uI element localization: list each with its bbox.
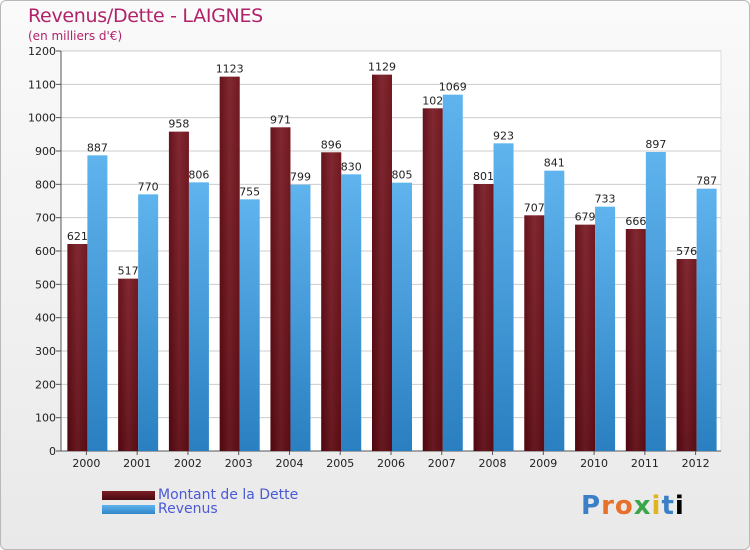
- bar-dette-shade: [676, 259, 697, 451]
- data-label-revenus: 805: [392, 169, 413, 182]
- y-tick-label: 1200: [28, 45, 56, 58]
- logo-letter: P: [581, 491, 602, 521]
- y-tick-label: 500: [35, 278, 56, 291]
- data-label-dette: 576: [676, 245, 697, 258]
- bar-dette-shade: [575, 224, 596, 451]
- data-label-revenus: 887: [87, 141, 108, 154]
- bar-dette-shade: [168, 131, 189, 451]
- data-label-dette: 666: [625, 215, 646, 228]
- data-label-revenus: 830: [341, 160, 362, 173]
- x-tick-label: 2010: [580, 457, 608, 470]
- data-label-dette: 102: [422, 94, 443, 107]
- y-tick-label: 600: [35, 245, 56, 258]
- bar-revenus: [696, 188, 717, 451]
- bar-revenus: [87, 155, 108, 452]
- legend-swatch-revenus: [102, 504, 155, 514]
- x-tick-label: 2003: [225, 457, 253, 470]
- legend-label-revenus: Revenus: [158, 501, 218, 517]
- y-tick-label: 1100: [28, 78, 56, 91]
- bar-revenus: [290, 184, 311, 451]
- x-tick-label: 2008: [479, 457, 507, 470]
- y-tick-label: 200: [35, 378, 56, 391]
- data-label-revenus: 1069: [439, 81, 467, 94]
- data-label-dette: 971: [270, 113, 291, 126]
- proxiti-logo: Proxiti: [581, 491, 685, 521]
- x-tick-label: 2007: [428, 457, 456, 470]
- data-label-revenus: 770: [138, 180, 159, 193]
- data-label-dette: 1129: [368, 61, 396, 74]
- data-label-revenus: 755: [239, 185, 260, 198]
- x-tick-label: 2001: [123, 457, 151, 470]
- data-label-dette: 1123: [216, 63, 244, 76]
- legend-label-dette: Montant de la Dette: [158, 487, 299, 503]
- x-tick-label: 2012: [682, 457, 710, 470]
- bar-dette-shade: [118, 278, 139, 451]
- data-label-revenus: 787: [696, 175, 717, 188]
- data-label-revenus: 806: [188, 168, 209, 181]
- bar-dette-shade: [625, 229, 646, 451]
- data-label-dette: 621: [67, 230, 88, 243]
- x-tick-label: 2006: [377, 457, 405, 470]
- bar-revenus: [544, 170, 565, 451]
- y-tick-label: 900: [35, 145, 56, 158]
- y-tick-label: 100: [35, 412, 56, 425]
- bar-revenus: [595, 206, 616, 451]
- data-label-dette: 707: [524, 201, 545, 214]
- legend-item-revenus: Revenus: [102, 501, 218, 517]
- x-tick-label: 2004: [275, 457, 303, 470]
- data-label-revenus: 799: [290, 171, 311, 184]
- logo-letter: i: [674, 491, 685, 521]
- x-tick-label: 2005: [326, 457, 354, 470]
- logo-letter: t: [661, 491, 675, 521]
- x-tick-label: 2011: [631, 457, 659, 470]
- legend-item-dette: Montant de la Dette: [102, 487, 298, 503]
- bar-dette-shade: [422, 108, 443, 451]
- data-label-dette: 679: [575, 211, 596, 224]
- bar-revenus: [442, 94, 463, 452]
- logo-letter: i: [651, 491, 662, 521]
- bar-revenus: [188, 182, 209, 452]
- y-tick-label: 1000: [28, 112, 56, 125]
- data-label-dette: 896: [321, 138, 342, 151]
- bar-dette-shade: [524, 215, 545, 451]
- y-tick-label: 300: [35, 345, 56, 358]
- bar-revenus: [239, 199, 260, 451]
- bar-dette-shade: [270, 127, 291, 451]
- data-label-dette: 517: [118, 265, 139, 278]
- x-tick-label: 2000: [72, 457, 100, 470]
- x-tick-label: 2009: [529, 457, 557, 470]
- data-label-revenus: 841: [544, 157, 565, 170]
- logo-letter: r: [601, 491, 615, 521]
- y-tick-label: 0: [49, 445, 56, 458]
- bar-revenus: [341, 174, 362, 452]
- bar-revenus: [493, 143, 514, 452]
- bar-dette-shade: [321, 152, 342, 452]
- chart-title: Revenus/Dette - LAIGNES: [28, 5, 263, 27]
- y-tick-label: 800: [35, 178, 56, 191]
- bar-dette-shade: [219, 76, 240, 452]
- logo-letter: x: [633, 491, 652, 521]
- bar-revenus: [138, 194, 159, 452]
- x-tick-label: 2002: [174, 457, 202, 470]
- legend-swatch-dette: [102, 490, 155, 500]
- data-label-dette: 801: [473, 170, 494, 183]
- bar-revenus: [392, 182, 412, 451]
- data-label-revenus: 897: [645, 138, 666, 151]
- data-label-dette: 958: [168, 118, 189, 131]
- bar-dette-shade: [372, 74, 392, 452]
- data-label-revenus: 923: [493, 129, 514, 142]
- y-tick-label: 700: [35, 212, 56, 225]
- logo-letter: o: [614, 491, 634, 521]
- bar-revenus: [645, 152, 666, 451]
- bar-dette-shade: [473, 184, 494, 451]
- bar-dette-shade: [67, 244, 88, 451]
- data-label-revenus: 733: [595, 193, 616, 206]
- chart-subtitle: (en milliers d'€): [28, 29, 123, 43]
- y-tick-label: 400: [35, 312, 56, 325]
